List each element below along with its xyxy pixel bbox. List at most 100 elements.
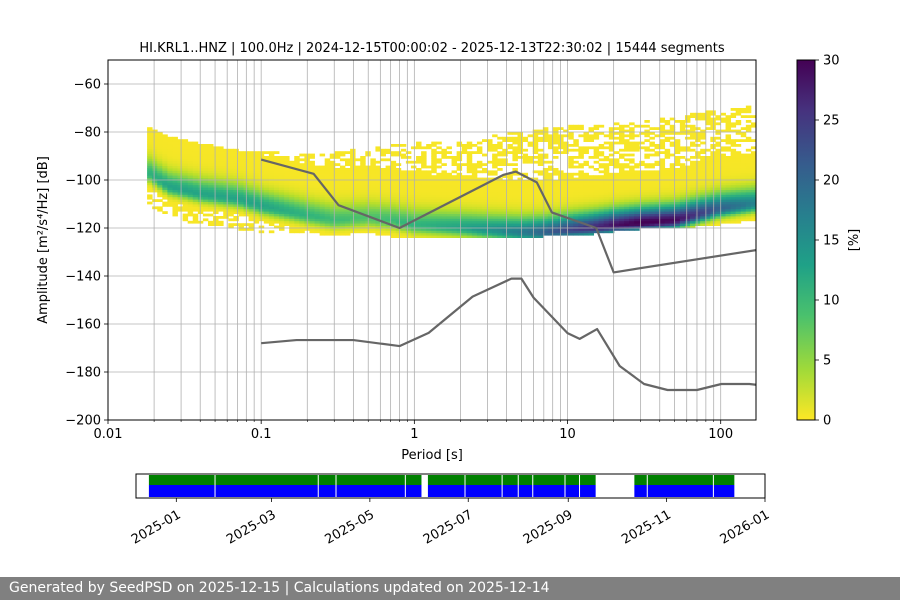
- psd-cell: [512, 218, 518, 222]
- psd-cell: [162, 204, 168, 207]
- psd-cell: [350, 201, 356, 205]
- psd-cell: [593, 124, 600, 128]
- psd-cell: [497, 211, 503, 214]
- psd-cell: [471, 175, 478, 178]
- psd-cell: [157, 156, 163, 159]
- psd-cell: [461, 206, 468, 210]
- psd-cell: [629, 192, 635, 195]
- psd-cell: [710, 112, 716, 116]
- psd-cell: [263, 160, 270, 164]
- psd-cell: [400, 148, 407, 152]
- psd-cell: [319, 213, 326, 217]
- psd-cell: [329, 208, 336, 212]
- psd-cell: [253, 172, 260, 176]
- psd-cell: [659, 220, 666, 224]
- psd-cell: [700, 196, 706, 200]
- psd-cell: [329, 168, 336, 171]
- psd-cell: [253, 218, 260, 222]
- psd-cell: [355, 196, 361, 200]
- psd-cell: [735, 204, 742, 207]
- psd-cell: [502, 206, 508, 210]
- psd-cell: [152, 165, 158, 169]
- psd-cell: [192, 151, 199, 154]
- psd-cell: [147, 146, 153, 150]
- psd-cell: [563, 134, 569, 138]
- psd-cell: [553, 141, 559, 145]
- psd-cell: [532, 160, 539, 164]
- psd-cell: [715, 151, 721, 154]
- psd-cell: [253, 168, 260, 171]
- psd-cell: [350, 187, 356, 190]
- psd-cell: [735, 122, 742, 126]
- x-tick-label: 100: [708, 427, 733, 442]
- psd-cell: [659, 168, 666, 171]
- psd-cell: [152, 146, 158, 150]
- psd-cell: [421, 160, 427, 164]
- colorbar-tick-label: 5: [823, 354, 831, 369]
- psd-cell: [238, 187, 244, 190]
- psd-cell: [659, 172, 666, 176]
- psd-cell: [405, 160, 412, 164]
- psd-cell: [426, 232, 432, 236]
- psd-cell: [207, 175, 214, 178]
- psd-cell: [446, 211, 452, 214]
- psd-cell: [659, 225, 666, 229]
- psd-cell: [172, 196, 178, 200]
- psd-cell: [507, 211, 513, 214]
- psd-cell: [613, 194, 620, 198]
- psd-cell: [700, 151, 706, 154]
- psd-cell: [750, 139, 756, 142]
- psd-cell: [745, 168, 752, 171]
- psd-cell: [532, 187, 539, 190]
- psd-cell: [309, 206, 315, 210]
- psd-cell: [725, 199, 732, 202]
- psd-cell: [395, 172, 402, 176]
- psd-cell: [593, 184, 600, 188]
- psd-cell: [223, 177, 229, 181]
- psd-cell: [466, 158, 473, 162]
- psd-cell: [553, 172, 559, 176]
- psd-cell: [750, 206, 756, 210]
- psd-cell: [674, 177, 681, 181]
- psd-cell: [532, 199, 539, 202]
- psd-cell: [730, 177, 737, 181]
- psd-cell: [568, 206, 574, 210]
- psd-cell: [563, 180, 569, 183]
- psd-cell: [324, 208, 331, 212]
- psd-cell: [431, 160, 437, 164]
- psd-cell: [152, 136, 158, 140]
- psd-cell: [639, 201, 645, 205]
- psd-cell: [390, 218, 397, 222]
- psd-cell: [593, 196, 600, 200]
- psd-cell: [344, 160, 351, 164]
- psd-cell: [522, 192, 529, 195]
- psd-cell: [700, 112, 706, 116]
- psd-cell: [710, 199, 716, 202]
- psd-cell: [385, 201, 392, 205]
- psd-cell: [745, 127, 752, 130]
- psd-cell: [639, 223, 645, 226]
- psd-cell: [482, 168, 488, 171]
- psd-cell: [177, 182, 184, 186]
- psd-cell: [279, 220, 285, 224]
- psd-cell: [177, 189, 184, 193]
- psd-cell: [527, 201, 534, 205]
- psd-cell: [167, 199, 173, 202]
- noise-model-curves: [260, 158, 756, 392]
- psd-cell: [583, 177, 589, 181]
- psd-cell: [213, 223, 219, 226]
- psd-cell: [289, 194, 295, 198]
- psd-cell: [263, 211, 270, 214]
- psd-cell: [228, 182, 234, 186]
- psd-cell: [172, 199, 178, 202]
- psd-cell: [431, 144, 437, 147]
- psd-cell: [446, 199, 452, 202]
- psd-cell: [659, 211, 666, 214]
- psd-cell: [512, 172, 518, 176]
- psd-cell: [578, 153, 584, 157]
- plot-background: [108, 60, 756, 420]
- psd-cell: [441, 194, 447, 198]
- psd-cell: [441, 192, 447, 195]
- psd-cell: [202, 175, 209, 178]
- psd-cell: [192, 189, 199, 193]
